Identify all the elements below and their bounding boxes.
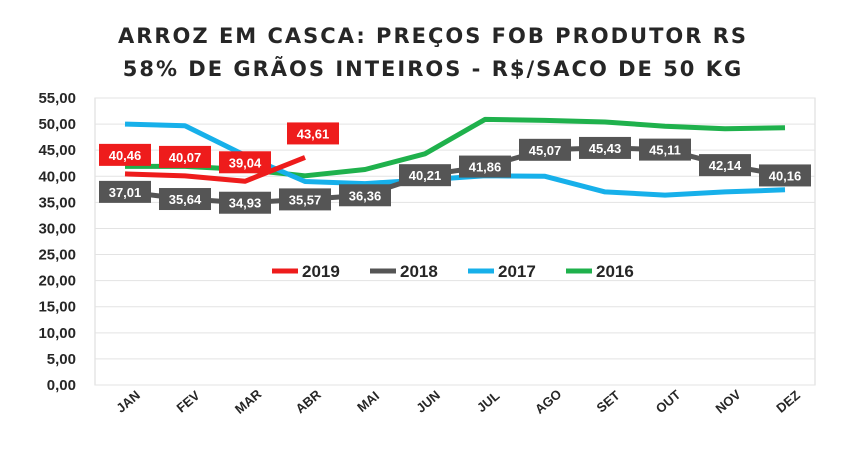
- data-label-2018: 40,21: [409, 168, 442, 183]
- data-label-box-2018: [639, 138, 691, 161]
- legend-label-2018: 2018: [400, 262, 438, 281]
- y-tick-label: 10,00: [38, 325, 76, 342]
- y-tick-label: 55,00: [38, 90, 76, 107]
- x-tick-label: JUL: [474, 388, 503, 415]
- data-label-box-2018: [519, 138, 571, 161]
- x-tick-label: AGO: [532, 386, 564, 417]
- data-label-2018: 35,57: [289, 192, 322, 207]
- x-tick-label: ABR: [292, 386, 324, 416]
- x-tick-label: SET: [594, 388, 623, 416]
- data-label-box-2018: [219, 191, 271, 214]
- data-label-2018: 45,43: [589, 141, 622, 156]
- data-label-2019: 39,04: [229, 155, 262, 170]
- y-tick-label: 0,00: [47, 377, 76, 394]
- y-tick-label: 35,00: [38, 194, 76, 211]
- data-label-2018: 45,07: [529, 143, 562, 158]
- data-label-box-2018: [699, 154, 751, 177]
- y-tick-label: 45,00: [38, 142, 76, 159]
- data-label-box-2018: [339, 184, 391, 207]
- gridlines: [94, 97, 816, 386]
- x-tick-label: JAN: [113, 387, 143, 415]
- y-tick-label: 20,00: [38, 273, 76, 290]
- y-tick-label: 15,00: [38, 299, 76, 316]
- data-label-box-2018: [159, 188, 211, 211]
- y-tick-label: 30,00: [38, 220, 76, 237]
- data-label-2018: 35,64: [169, 192, 202, 207]
- chart-title: ARROZ EM CASCA: PREÇOS FOB PRODUTOR RS 5…: [0, 20, 866, 86]
- legend-label-2016: 2016: [596, 262, 634, 281]
- x-tick-label: JUN: [413, 387, 443, 415]
- x-tick-label: OUT: [653, 387, 684, 416]
- chart-title-line-2: 58% DE GRÃOS INTEIROS - R$/SACO DE 50 KG: [122, 57, 744, 81]
- data-label-box-2018: [459, 155, 511, 178]
- data-label-box-2018: [759, 164, 811, 187]
- data-label-box-2019: [159, 145, 211, 168]
- legend-label-2019: 2019: [302, 262, 340, 281]
- series-line-2017: [124, 121, 786, 198]
- plot-area: [94, 97, 816, 386]
- y-tick-label: 5,00: [47, 351, 76, 368]
- data-label-2018: 42,14: [709, 158, 742, 173]
- data-label-2018: 45,11: [649, 143, 681, 158]
- data-labels: 37,01 35,64 34,93 35,57 36,36 40,21 41,86 45,07…: [99, 122, 811, 214]
- chart-title-line-1: ARROZ EM CASCA: PREÇOS FOB PRODUTOR RS: [117, 24, 749, 48]
- data-label-box-2019: [287, 122, 339, 145]
- data-label-2018: 37,01: [109, 185, 142, 200]
- y-tick-label: 25,00: [38, 247, 76, 264]
- data-label-2019: 40,07: [169, 150, 202, 165]
- x-tick-label: MAI: [354, 388, 382, 415]
- data-label-box-2018: [99, 180, 151, 203]
- data-label-2018: 34,93: [229, 196, 262, 211]
- x-tick-label: NOV: [712, 387, 743, 417]
- data-label-box-2019: [99, 143, 151, 166]
- y-tick-label: 40,00: [38, 168, 76, 185]
- data-label-2018: 40,16: [769, 168, 802, 183]
- legend: 2019 2018 2017 2016: [272, 262, 634, 281]
- data-label-box-2019: [219, 151, 271, 174]
- data-label-2019: 40,46: [109, 148, 142, 163]
- data-label-box-2018: [279, 188, 331, 211]
- data-label-2018: 36,36: [349, 188, 382, 203]
- x-tick-label: FEV: [174, 387, 203, 415]
- series-line-2019: [124, 155, 306, 184]
- legend-label-2017: 2017: [498, 262, 536, 281]
- data-label-box-2018: [399, 164, 451, 187]
- data-label-2018: 41,86: [469, 160, 502, 175]
- x-tick-label: MAR: [232, 386, 265, 417]
- data-label-2019: 43,61: [297, 126, 330, 141]
- data-label-box-2018: [579, 136, 631, 159]
- x-tick-label: DEZ: [773, 387, 803, 415]
- y-axis: 0,00 5,00 10,00 15,00 20,00 25,00 30,00 35,00 40…: [38, 90, 76, 394]
- x-axis: JAN FEV MAR ABR MAI JUN JUL AGO SET OUT NOV DEZ: [113, 386, 803, 417]
- y-tick-label: 50,00: [38, 116, 76, 133]
